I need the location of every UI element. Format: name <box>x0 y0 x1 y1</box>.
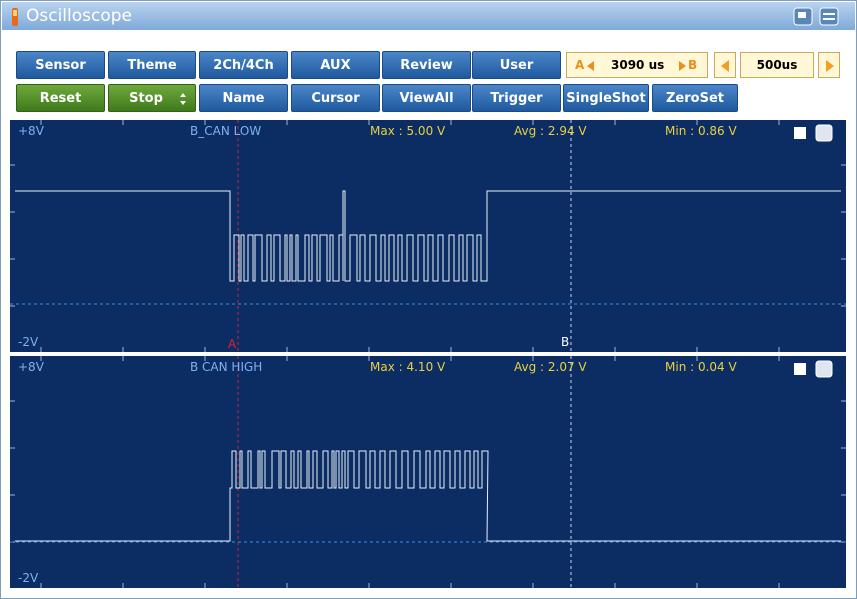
channel-name: B CAN HIGH <box>190 360 262 374</box>
spin-arrows <box>180 93 186 105</box>
timebase: 500us <box>740 52 814 78</box>
toolbar-button[interactable]: User Setting <box>472 51 561 101</box>
title: Oscilloscope <box>26 6 133 26</box>
channel-name: B_CAN LOW <box>190 124 261 138</box>
avg-value: Avg : 2.94 V <box>514 124 587 138</box>
toolbar-button[interactable]: Trigger <box>472 84 561 112</box>
toolbar-button[interactable]: ZeroSet <box>652 84 738 112</box>
scale-top: +8V <box>18 124 45 138</box>
app-icon <box>12 8 18 26</box>
scope-channel: +8V -2V B CAN HIGH Max : 4.10 V Avg : 2.07 V… <box>10 356 846 588</box>
cursor-a-label: A <box>575 58 585 72</box>
arrow-right <box>826 60 834 72</box>
toolbar-button[interactable]: ViewAll <box>382 84 471 112</box>
toolbar-button[interactable]: Cursor <box>291 84 380 112</box>
timebase-up[interactable] <box>818 52 840 78</box>
arrow-left <box>721 60 729 72</box>
cursor-time-box: A 3090 us B <box>566 52 708 78</box>
title-bar: Oscilloscope <box>2 2 855 30</box>
cursor-a-marker: A <box>228 337 237 351</box>
min-value: Min : 0.04 V <box>665 360 737 374</box>
timebase-down[interactable] <box>714 52 736 78</box>
min-value: Min : 0.86 V <box>665 124 737 138</box>
cursor-b-marker: B <box>561 335 569 349</box>
arrow-right <box>679 61 686 71</box>
waveform <box>15 450 841 542</box>
avg-value: Avg : 2.07 V <box>514 360 587 374</box>
checkbox <box>794 363 806 375</box>
toolbar-button[interactable]: Reset <box>16 84 105 112</box>
toolbar-button[interactable]: SingleShot <box>563 84 649 112</box>
scale-bottom: -2V <box>18 335 39 349</box>
checkbox <box>815 124 833 142</box>
checkbox <box>794 127 806 139</box>
toolbar-button[interactable]: Theme <box>108 51 196 79</box>
toolbar-button[interactable]: Review <box>382 51 471 79</box>
scale-bottom: -2V <box>18 571 39 585</box>
window-controls[interactable] <box>792 6 852 28</box>
max-value: Max : 4.10 V <box>370 360 446 374</box>
toolbar-button[interactable]: 2Ch/4Ch <box>199 51 288 79</box>
checkbox <box>815 360 833 378</box>
toolbar-button[interactable]: Sensor <box>16 51 105 79</box>
toolbar-button[interactable]: Stop <box>108 84 196 112</box>
toolbar-button[interactable]: Name <box>199 84 288 112</box>
arrow-left <box>587 61 594 71</box>
waveform <box>15 190 841 282</box>
scale-top: +8V <box>18 360 45 374</box>
toolbar-button[interactable]: AUX <box>291 51 380 79</box>
cursor-time: 3090 us <box>611 58 665 72</box>
scope-channel: +8V -2V B_CAN LOW Max : 5.00 V Avg : 2.94 V M… <box>10 120 846 352</box>
max-value: Max : 5.00 V <box>370 124 446 138</box>
cursor-b-label: B <box>688 58 698 72</box>
